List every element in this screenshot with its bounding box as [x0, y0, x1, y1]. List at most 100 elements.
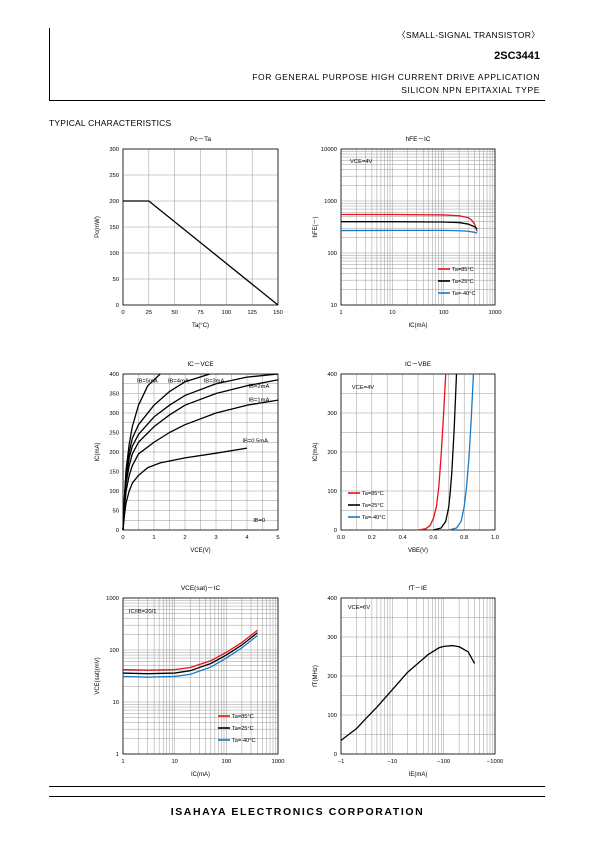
chart-ft-ie: fT－IE −1 −10 −100 −1000 0 100 200 300 400 IE(mA) fT…: [300, 574, 520, 811]
chart-ic-vce: IC－VCE 0 1 2 3 4 5 0 50 100 150 200 250 300 350 400 VCE(…: [60, 356, 280, 593]
series-line: [448, 373, 475, 531]
chart-title: VCE(sat)－IC: [181, 585, 221, 592]
chart-title: IC－VCE: [187, 361, 214, 368]
x-tick-label: −1: [338, 759, 345, 765]
x-tick-label: 1: [152, 535, 155, 541]
y-tick-label: 0: [116, 303, 119, 309]
plot-frame: [340, 148, 496, 306]
y-tick-label: 0: [334, 528, 337, 534]
legend-entry: Ta=25°C: [362, 503, 384, 509]
series-line: [340, 229, 478, 234]
x-tick-label: 5: [276, 535, 279, 541]
y-tick-label: 10: [113, 700, 119, 706]
chart-ic-vbe: IC－VBE 0.0 0.2 0.4 0.6 0.8 1.0 0 100 200 300 400 VBE…: [300, 356, 520, 593]
chart-annotation: IB=1mA: [249, 397, 270, 403]
x-tick-label: 4: [245, 535, 249, 541]
x-tick-label: −10: [387, 759, 397, 765]
legend-entry: Ta=85°C: [452, 267, 474, 273]
y-tick-label: 1: [116, 752, 119, 758]
y-tick-label: 10: [331, 303, 337, 309]
application-description: FOR GENERAL PURPOSE HIGH CURRENT DRIVE A…: [252, 72, 540, 82]
x-axis-label: IC(mA): [191, 772, 210, 778]
y-tick-label: 300: [327, 411, 337, 417]
series-line: [341, 221, 478, 230]
x-tick-label: 0.0: [337, 535, 345, 541]
y-tick-label: 150: [109, 470, 119, 476]
ft-ie-svg: fT－IE −1 −10 −100 −1000 0 100 200 300 400 IE(mA) fT…: [313, 585, 503, 778]
chart-annotation: IB=3mA: [204, 379, 225, 385]
plot-frame: [122, 148, 279, 306]
x-tick-label: 0.4: [399, 535, 408, 541]
chart-title: IC－VBE: [405, 361, 432, 368]
y-tick-label: 200: [327, 450, 337, 456]
x-tick-label: 2: [183, 535, 186, 541]
legend-entry: Ta=-40°C: [452, 291, 476, 297]
x-tick-label: 50: [171, 310, 177, 316]
y-tick-label: 100: [327, 713, 337, 719]
y-tick-label: 200: [327, 674, 337, 680]
x-tick-label: 0: [121, 310, 124, 316]
x-tick-label: 1000: [272, 759, 285, 765]
series-line: [340, 644, 476, 741]
y-axis-label: VCE(sat)(mV): [95, 657, 101, 694]
y-tick-label: 100: [327, 251, 337, 257]
x-tick-label: 100: [221, 759, 231, 765]
chart-title: fT－IE: [409, 585, 428, 592]
series-line: [123, 200, 279, 306]
x-tick-label: 100: [439, 310, 449, 316]
series-line: [122, 632, 258, 675]
y-tick-label: 300: [327, 635, 337, 641]
x-tick-label: −100: [437, 759, 450, 765]
x-tick-label: 75: [197, 310, 203, 316]
x-axis-label: IE(mA): [409, 772, 428, 778]
x-tick-label: 0.8: [460, 535, 468, 541]
x-tick-label: 1: [339, 310, 342, 316]
chart-vcesat-ic: VCE(sat)－IC 1 10 100 1000 1 10 100 1000 IC(mA) VCE…: [60, 574, 284, 811]
y-tick-label: 400: [327, 372, 337, 378]
y-tick-label: 0: [334, 752, 337, 758]
y-tick-label: 300: [109, 411, 119, 417]
y-tick-label: 100: [109, 489, 119, 495]
y-tick-label: 10000: [321, 147, 337, 153]
y-tick-label: 1000: [106, 596, 119, 602]
x-tick-label: 10: [389, 310, 395, 316]
legend-entry: Ta=85°C: [232, 714, 254, 720]
y-axis-label: IC(mA): [95, 443, 101, 462]
ic-vbe-svg: IC－VBE 0.0 0.2 0.4 0.6 0.8 1.0 0 100 200 300 400 VBE…: [313, 361, 499, 554]
legend-entry: Ta=-40°C: [362, 515, 386, 521]
section-title: TYPICAL CHARACTERISTICS: [49, 118, 172, 128]
plot-frame: [122, 373, 279, 531]
x-tick-label: 1000: [489, 310, 502, 316]
legend-entry: Ta=25°C: [452, 279, 474, 285]
y-tick-label: 100: [109, 251, 119, 257]
chart-title: Pc－Ta: [190, 136, 211, 143]
chart-pc-ta: Pc－Ta 0 25 50 75 100 125 150 0 50 100 150 200 250 300 T…: [60, 128, 283, 365]
product-category: 〈SMALL-SIGNAL TRANSISTOR〉: [397, 30, 540, 40]
chart-annotation: IB=4mA: [168, 379, 189, 385]
pc-ta-svg: Pc－Ta 0 25 50 75 100 125 150 0 50 100 150 200 250 300 T…: [95, 136, 283, 329]
chart-annotation: IB=5mA: [137, 379, 158, 385]
x-axis-label: Ta(°C): [192, 323, 209, 329]
header-bottom-rule: [49, 100, 545, 101]
y-axis-label: IC(mA): [313, 443, 319, 462]
series-line: [433, 373, 458, 531]
y-tick-label: 50: [113, 509, 119, 515]
vcesat-ic-svg: VCE(sat)－IC 1 10 100 1000 1 10 100 1000 IC(mA) VCE…: [95, 585, 284, 778]
y-tick-label: 0: [116, 528, 119, 534]
x-tick-label: 0: [121, 535, 124, 541]
chart-annotation: IC/IB=20/1: [129, 609, 157, 615]
chart-annotation: VCE=6V: [348, 605, 371, 611]
y-tick-label: 350: [109, 392, 119, 398]
x-tick-label: 3: [214, 535, 217, 541]
company-name: ISAHAYA ELECTRONICS CORPORATION: [170, 806, 425, 818]
x-tick-label: 125: [247, 310, 257, 316]
x-tick-label: 1: [121, 759, 124, 765]
series-line: [122, 629, 258, 671]
x-axis-label: IC(mA): [409, 323, 428, 329]
y-tick-label: 200: [109, 450, 119, 456]
chart-annotation: IB=0: [253, 518, 265, 524]
y-axis-label: Pc(mW): [95, 216, 101, 238]
chart-annotation: VCE=4V: [352, 385, 375, 391]
chart-annotation: IB=0.5mA: [242, 438, 268, 444]
footer-rule: [49, 786, 545, 787]
